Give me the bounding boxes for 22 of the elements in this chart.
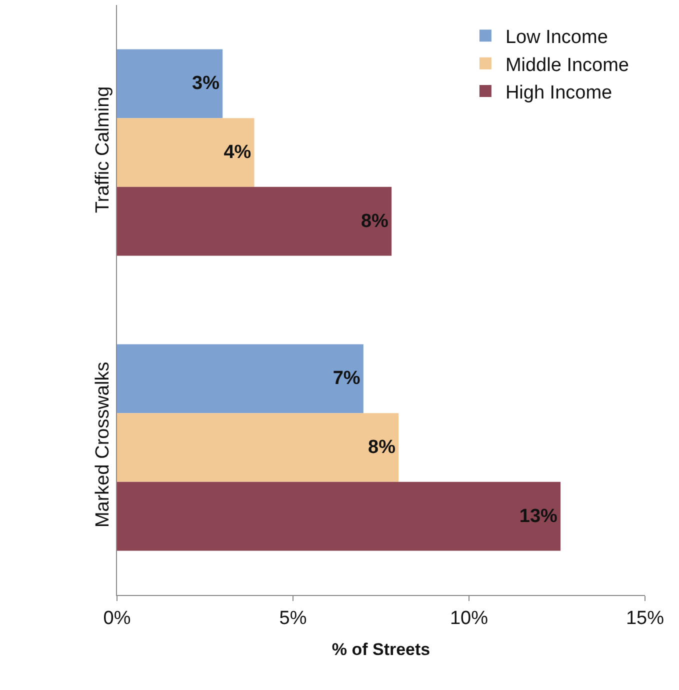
bar: [117, 186, 392, 256]
x-tick-label: 15%: [626, 608, 664, 629]
bar: [117, 118, 254, 187]
bar: [117, 413, 399, 482]
x-axis-title: % of Streets: [332, 640, 430, 660]
x-tick-label: 5%: [279, 608, 307, 629]
data-label: 7%: [332, 368, 360, 390]
y-tick-label: Marked Crosswalks: [92, 362, 114, 528]
bar: [117, 49, 223, 118]
data-label: 4%: [224, 142, 252, 163]
data-label: 8%: [360, 210, 389, 232]
legend-label: Low Income: [505, 27, 608, 48]
bar: [117, 344, 364, 414]
y-tick-label: Traffic Calming: [92, 86, 114, 213]
legend-label: Middle Income: [505, 54, 630, 76]
legend-label: High Income: [505, 82, 612, 104]
x-tick-label: 10%: [450, 608, 488, 629]
x-tick-label: 0%: [103, 608, 131, 629]
bar: [117, 482, 561, 551]
data-label: 8%: [368, 437, 396, 458]
data-label: 13%: [519, 506, 558, 527]
data-label: 3%: [192, 73, 220, 94]
